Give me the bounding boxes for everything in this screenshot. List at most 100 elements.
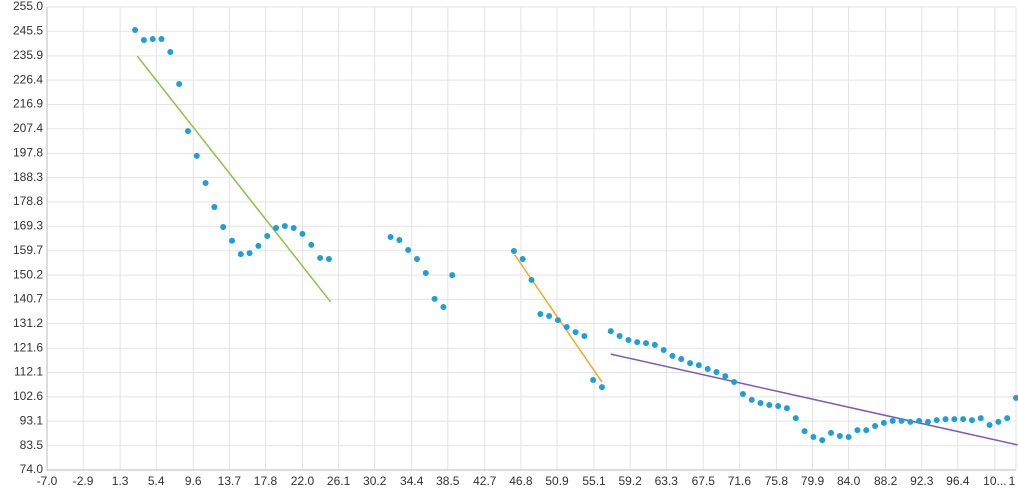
point	[872, 423, 879, 430]
x-tick-label: 13.7	[218, 474, 242, 488]
point	[739, 391, 746, 398]
point	[1004, 415, 1011, 422]
point	[510, 248, 517, 255]
trend-line	[610, 353, 1018, 446]
point	[607, 328, 614, 335]
point	[968, 417, 975, 424]
y-tick-label: 83.5	[20, 438, 44, 452]
x-tick-label: 22.0	[291, 474, 315, 488]
point	[880, 419, 887, 426]
point	[775, 403, 782, 410]
point	[237, 251, 244, 258]
y-tick-label: 93.1	[20, 413, 44, 427]
point	[933, 417, 940, 424]
x-tick-label: 26.1	[327, 474, 351, 488]
point	[898, 417, 905, 424]
point	[757, 399, 764, 406]
point	[176, 80, 183, 87]
point	[132, 27, 139, 34]
y-tick-label: 197.8	[13, 145, 43, 159]
point	[616, 332, 623, 339]
point	[1013, 394, 1018, 401]
x-tick-label: 30.2	[363, 474, 387, 488]
point	[731, 379, 738, 386]
point	[290, 225, 297, 232]
y-tick-label: 216.9	[13, 97, 43, 111]
x-tick-label: -2.9	[73, 474, 94, 488]
point	[308, 241, 315, 248]
x-tick-label: 10...	[983, 474, 1006, 488]
point	[986, 421, 993, 428]
point	[783, 405, 790, 412]
x-tick-label: 1.3	[112, 474, 129, 488]
point	[863, 427, 870, 434]
point	[643, 340, 650, 347]
point	[995, 418, 1002, 425]
x-tick-label: -7.0	[37, 474, 58, 488]
x-tick-label: 67.5	[692, 474, 716, 488]
x-tick-label: 46.8	[509, 474, 533, 488]
y-tick-label: 150.2	[13, 267, 43, 281]
point	[325, 255, 332, 262]
point	[660, 347, 667, 354]
x-tick-label: 50.9	[545, 474, 569, 488]
point	[211, 204, 218, 211]
x-tick-label: 63.3	[655, 474, 679, 488]
point	[167, 49, 174, 56]
point	[422, 270, 429, 277]
point	[396, 237, 403, 244]
point	[563, 324, 570, 331]
point	[228, 237, 235, 244]
point	[651, 341, 658, 348]
point	[810, 434, 817, 441]
point	[942, 416, 949, 423]
x-tick-label: 79.9	[801, 474, 825, 488]
point	[299, 230, 306, 237]
point	[669, 352, 676, 359]
point	[581, 332, 588, 339]
point	[317, 254, 324, 261]
x-tick-label: 42.7	[473, 474, 497, 488]
x-tick-label: 34.4	[400, 474, 424, 488]
point	[977, 415, 984, 422]
y-tick-label: 178.8	[13, 194, 43, 208]
point	[255, 242, 262, 249]
point	[854, 427, 861, 434]
point	[828, 429, 835, 436]
point	[801, 428, 808, 435]
point	[713, 369, 720, 376]
point	[695, 362, 702, 369]
y-tick-label: 131.2	[13, 316, 43, 330]
point	[413, 255, 420, 262]
x-tick-label: 88.2	[874, 474, 898, 488]
y-tick-label: 102.6	[13, 389, 43, 403]
point	[951, 416, 958, 423]
point	[572, 329, 579, 336]
point	[528, 276, 535, 283]
y-tick-label: 245.5	[13, 23, 43, 37]
point	[546, 313, 553, 320]
point	[202, 179, 209, 186]
point	[440, 304, 447, 311]
point	[916, 417, 923, 424]
point	[184, 128, 191, 135]
point	[405, 247, 412, 254]
x-tick-label: 84.0	[837, 474, 861, 488]
point	[907, 418, 914, 425]
point	[281, 222, 288, 229]
point	[792, 415, 799, 422]
y-tick-label: 159.7	[13, 243, 43, 257]
y-tick-label: 74.0	[20, 462, 44, 476]
point	[537, 310, 544, 317]
point	[264, 232, 271, 239]
point	[273, 225, 280, 232]
x-tick-label: 59.2	[618, 474, 642, 488]
trend-line	[136, 55, 332, 303]
point	[590, 376, 597, 383]
y-tick-label: 188.3	[13, 170, 43, 184]
x-tick-label: 71.6	[728, 474, 752, 488]
x-tick-label: 38.5	[436, 474, 460, 488]
point	[678, 355, 685, 362]
